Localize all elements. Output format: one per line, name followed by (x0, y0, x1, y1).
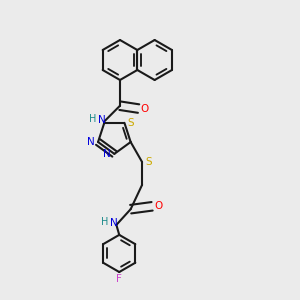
Text: F: F (116, 274, 122, 284)
Text: N: N (98, 115, 105, 125)
Text: O: O (154, 201, 163, 211)
Text: N: N (103, 149, 111, 159)
Text: O: O (141, 103, 149, 114)
Text: N: N (87, 137, 95, 147)
Text: S: S (128, 118, 134, 128)
Text: N: N (110, 218, 117, 229)
Text: H: H (88, 114, 96, 124)
Text: H: H (101, 217, 108, 227)
Text: S: S (145, 157, 152, 167)
